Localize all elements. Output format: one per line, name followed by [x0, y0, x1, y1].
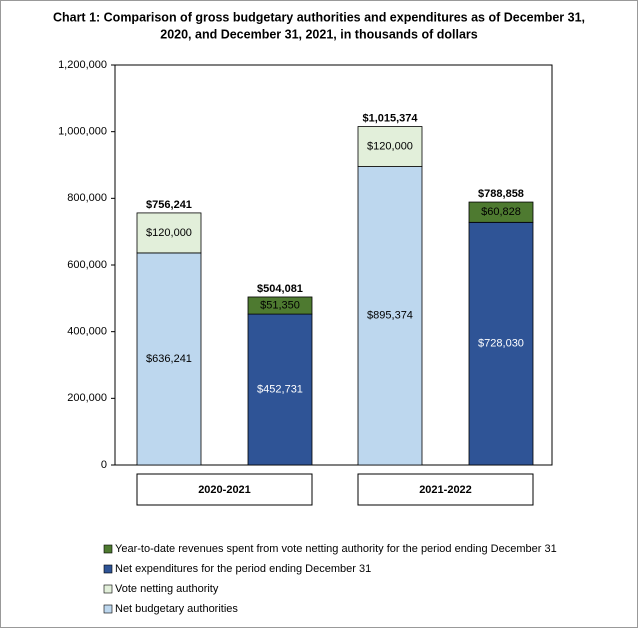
group-label: 2021-2022 [419, 484, 472, 496]
value-label: $120,000 [146, 227, 192, 239]
bar-segment [468, 221, 534, 466]
group-box [357, 473, 534, 506]
y-tick-label: 1,000,000 [58, 126, 107, 138]
value-label: $120,000 [367, 140, 413, 152]
legend-label: Year-to-date revenues spent from vote ne… [115, 543, 557, 555]
bar-segment [247, 313, 313, 466]
legend-label: Net expenditures for the period ending D… [115, 563, 371, 575]
legend-swatch [103, 604, 113, 614]
total-label: $504,081 [257, 283, 303, 295]
value-label: $60,828 [481, 206, 521, 218]
bar-segment [247, 296, 313, 315]
total-label: $1,015,374 [362, 112, 418, 124]
legend-swatch [103, 544, 113, 554]
value-label: $636,241 [146, 353, 192, 365]
bar-segment [468, 201, 534, 223]
y-tick-label: 400,000 [67, 326, 107, 338]
y-tick-label: 200,000 [67, 392, 107, 404]
y-tick-label: 1,200,000 [58, 59, 107, 71]
y-tick-label: 800,000 [67, 192, 107, 204]
legend-swatch [103, 584, 113, 594]
value-label: $452,731 [257, 383, 303, 395]
value-label: $728,030 [478, 338, 524, 350]
value-label: $895,374 [367, 310, 413, 322]
group-box [136, 473, 313, 506]
chart-title: Chart 1: Comparison of gross budgetary a… [53, 10, 585, 24]
legend-label: Net budgetary authorities [115, 603, 238, 615]
bar-segment [136, 212, 202, 254]
y-tick-label: 600,000 [67, 259, 107, 271]
total-label: $756,241 [146, 199, 192, 211]
bar-segment [357, 126, 423, 167]
chart-title: 2020, and December 31, 2021, in thousand… [160, 27, 478, 41]
y-tick-label: 0 [101, 459, 107, 471]
total-label: $788,858 [478, 188, 524, 200]
group-label: 2020-2021 [198, 484, 251, 496]
legend-swatch [103, 564, 113, 574]
bar-segment [136, 252, 202, 466]
bar-segment [357, 166, 423, 466]
legend-label: Vote netting authority [115, 583, 219, 595]
value-label: $51,350 [260, 299, 300, 311]
